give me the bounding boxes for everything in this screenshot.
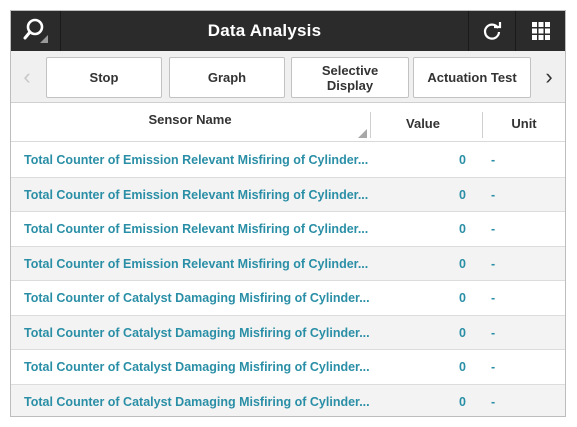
scroll-right-button[interactable]: › [535, 51, 563, 103]
sort-corner-icon [358, 129, 367, 138]
column-header-value[interactable]: Value [406, 115, 440, 131]
sensor-name-cell: Total Counter of Emission Relevant Misfi… [24, 187, 369, 202]
sensor-name-cell: Total Counter of Catalyst Damaging Misfi… [24, 291, 370, 305]
table-row[interactable]: Total Counter of Emission Relevant Misfi… [11, 143, 565, 178]
refresh-icon [483, 22, 501, 40]
selective-display-button[interactable]: Selective Display [291, 57, 409, 98]
stop-button[interactable]: Stop [46, 57, 162, 98]
scroll-left-button[interactable]: ‹ [13, 51, 41, 103]
table-row[interactable]: Total Counter of Emission Relevant Misfi… [11, 246, 565, 281]
app-window: Data Analysis ‹ Stop G [10, 10, 566, 417]
table-row[interactable]: Total Counter of Emission Relevant Misfi… [11, 177, 565, 212]
unit-cell: - [491, 394, 496, 409]
value-cell: 0 [459, 222, 466, 236]
value-cell: 0 [459, 153, 466, 167]
column-header-unit[interactable]: Unit [511, 115, 537, 131]
table-row[interactable]: Total Counter of Emission Relevant Misfi… [11, 212, 565, 247]
value-cell: 0 [459, 256, 466, 271]
column-header-sensor-name[interactable]: Sensor Name [148, 111, 232, 127]
unit-cell: - [491, 187, 496, 202]
sensor-name-cell: Total Counter of Emission Relevant Misfi… [24, 256, 369, 271]
unit-cell: - [491, 256, 496, 271]
menu-button[interactable] [515, 11, 565, 51]
refresh-button[interactable] [468, 11, 514, 51]
unit-cell: - [491, 291, 496, 305]
sensor-name-cell: Total Counter of Emission Relevant Misfi… [24, 153, 369, 167]
search-icon [23, 18, 48, 43]
grid-menu-icon [531, 22, 550, 40]
table-header: Sensor Name Value Unit [11, 104, 565, 142]
column-divider [482, 112, 483, 138]
unit-cell: - [491, 222, 496, 236]
column-divider [370, 112, 371, 138]
unit-cell: - [491, 325, 496, 340]
sensor-table-body: Total Counter of Emission Relevant Misfi… [11, 143, 565, 416]
table-row[interactable]: Total Counter of Catalyst Damaging Misfi… [11, 281, 565, 316]
chevron-right-icon: › [545, 64, 553, 89]
table-row[interactable]: Total Counter of Catalyst Damaging Misfi… [11, 350, 565, 385]
sensor-name-cell: Total Counter of Emission Relevant Misfi… [24, 222, 369, 236]
sensor-name-cell: Total Counter of Catalyst Damaging Misfi… [24, 394, 370, 409]
title-bar: Data Analysis [11, 11, 565, 51]
search-button[interactable] [11, 11, 61, 51]
toolbar: ‹ Stop Graph Selective Display Actuation… [11, 51, 565, 103]
value-cell: 0 [459, 291, 466, 305]
unit-cell: - [491, 360, 496, 374]
actuation-test-button[interactable]: Actuation Test [413, 57, 531, 98]
value-cell: 0 [459, 394, 466, 409]
table-row[interactable]: Total Counter of Catalyst Damaging Misfi… [11, 315, 565, 350]
graph-button[interactable]: Graph [169, 57, 285, 98]
page-title: Data Analysis [207, 21, 322, 40]
value-cell: 0 [459, 360, 466, 374]
chevron-left-icon: ‹ [23, 64, 31, 89]
unit-cell: - [491, 153, 496, 167]
sensor-name-cell: Total Counter of Catalyst Damaging Misfi… [24, 325, 370, 340]
table-row[interactable]: Total Counter of Catalyst Damaging Misfi… [11, 384, 565, 416]
sensor-name-cell: Total Counter of Catalyst Damaging Misfi… [24, 360, 370, 374]
value-cell: 0 [459, 187, 466, 202]
value-cell: 0 [459, 325, 466, 340]
